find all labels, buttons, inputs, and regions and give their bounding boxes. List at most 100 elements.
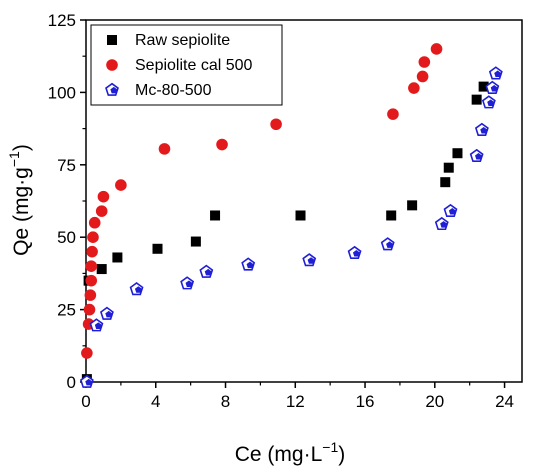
data-points (79, 43, 503, 388)
point-pentagon-fill (475, 153, 482, 160)
point-pentagon-fill (487, 99, 495, 106)
point-pentagon (485, 80, 500, 94)
x-tick-label: 0 (81, 392, 90, 411)
series-1 (81, 43, 443, 359)
point-square (112, 252, 123, 263)
point-pentagon (79, 374, 94, 388)
point-pentagon (89, 318, 104, 332)
point-circle (408, 82, 420, 94)
legend-marker-raw-sepiolite (107, 35, 117, 45)
point-pentagon (481, 95, 496, 109)
point-pentagon-fill (185, 280, 193, 287)
legend-marker-mc-80-500 (105, 82, 119, 96)
point-pentagon (302, 253, 317, 267)
x-tick-label: 4 (151, 392, 160, 411)
point-square (440, 177, 451, 188)
point-pentagon-fill (134, 286, 142, 293)
point-pentagon-fill (94, 322, 102, 329)
legend-marker-sepiolite-cal-500 (106, 59, 118, 71)
point-pentagon-fill (105, 310, 113, 318)
point-pentagon-fill (246, 261, 254, 269)
point-circle (87, 231, 99, 243)
x-tick-label: 24 (495, 392, 514, 411)
point-pentagon-fill (85, 378, 93, 386)
x-tick-label: 12 (286, 392, 305, 411)
legend: Raw sepiolite Sepiolite cal 500 Mc-80-50… (90, 24, 283, 106)
point-pentagon (129, 282, 144, 296)
legend-marker-pentagon-fill (110, 86, 118, 94)
point-pentagon-fill (352, 250, 360, 257)
point-circle (216, 138, 228, 151)
y-tick-label: 75 (57, 156, 76, 175)
point-circle (115, 179, 127, 191)
legend-label-raw-sepiolite: Raw sepiolite (135, 32, 230, 49)
legend-label-mc-80-500: Mc-80-500 (135, 82, 212, 99)
point-circle (86, 245, 98, 258)
point-pentagon (241, 257, 256, 271)
point-pentagon-fill (386, 241, 393, 248)
point-square (295, 210, 306, 221)
point-circle (416, 70, 429, 83)
y-tick-label: 0 (67, 373, 76, 392)
point-square (190, 236, 201, 247)
x-axis-label: Ce (mg·L−1) (235, 439, 346, 466)
point-square (152, 243, 163, 254)
point-pentagon (443, 203, 458, 218)
point-circle (88, 216, 101, 229)
point-pentagon-fill (494, 70, 502, 77)
point-pentagon (488, 66, 503, 80)
point-circle (97, 190, 110, 203)
point-circle (418, 56, 431, 68)
point-square (407, 200, 418, 211)
point-pentagon (469, 148, 484, 163)
legend-marker-circle (106, 59, 118, 71)
point-circle (387, 108, 399, 120)
series-2 (79, 66, 503, 388)
point-circle (95, 205, 108, 217)
point-square (386, 210, 397, 221)
x-tick-label: 20 (425, 392, 444, 411)
legend-label-sepiolite-cal-500: Sepiolite cal 500 (135, 57, 253, 74)
point-circle (81, 347, 93, 359)
point-square (210, 210, 221, 221)
point-circle (158, 143, 171, 155)
y-axis-label: Qe (mg·g−1) (6, 144, 33, 256)
point-square (96, 264, 107, 275)
legend-marker-pentagon (105, 82, 119, 96)
point-square (443, 162, 454, 173)
point-circle (430, 43, 443, 55)
point-pentagon-fill (307, 257, 315, 264)
point-pentagon-fill (440, 221, 447, 228)
y-tick-label: 125 (48, 11, 76, 30)
x-axis: 0 4 8 12 16 20 24 (81, 382, 514, 411)
y-tick-label: 25 (57, 301, 76, 320)
point-pentagon-fill (490, 84, 498, 92)
point-pentagon (199, 264, 214, 278)
x-tick-label: 8 (221, 392, 230, 411)
legend-marker-square (107, 35, 117, 45)
legend-box (90, 24, 283, 106)
point-pentagon (100, 306, 114, 320)
y-tick-label: 100 (48, 83, 76, 102)
series-0 (81, 81, 489, 385)
point-square (471, 94, 482, 105)
y-axis: 0 25 50 75 100 125 (48, 11, 86, 392)
point-circle (83, 303, 96, 316)
point-circle (270, 118, 282, 131)
point-pentagon (434, 216, 449, 231)
point-pentagon (474, 122, 489, 136)
point-square (478, 81, 489, 92)
point-pentagon (180, 276, 195, 290)
point-pentagon-fill (480, 126, 488, 134)
point-pentagon (380, 237, 395, 251)
point-circle (84, 289, 97, 301)
point-circle (85, 260, 98, 272)
y-tick-label: 50 (57, 228, 76, 247)
point-pentagon-fill (448, 208, 456, 215)
point-pentagon (347, 245, 362, 260)
point-pentagon-fill (204, 268, 212, 276)
point-square (452, 148, 463, 159)
x-tick-label: 16 (356, 392, 375, 411)
point-circle (85, 274, 98, 287)
